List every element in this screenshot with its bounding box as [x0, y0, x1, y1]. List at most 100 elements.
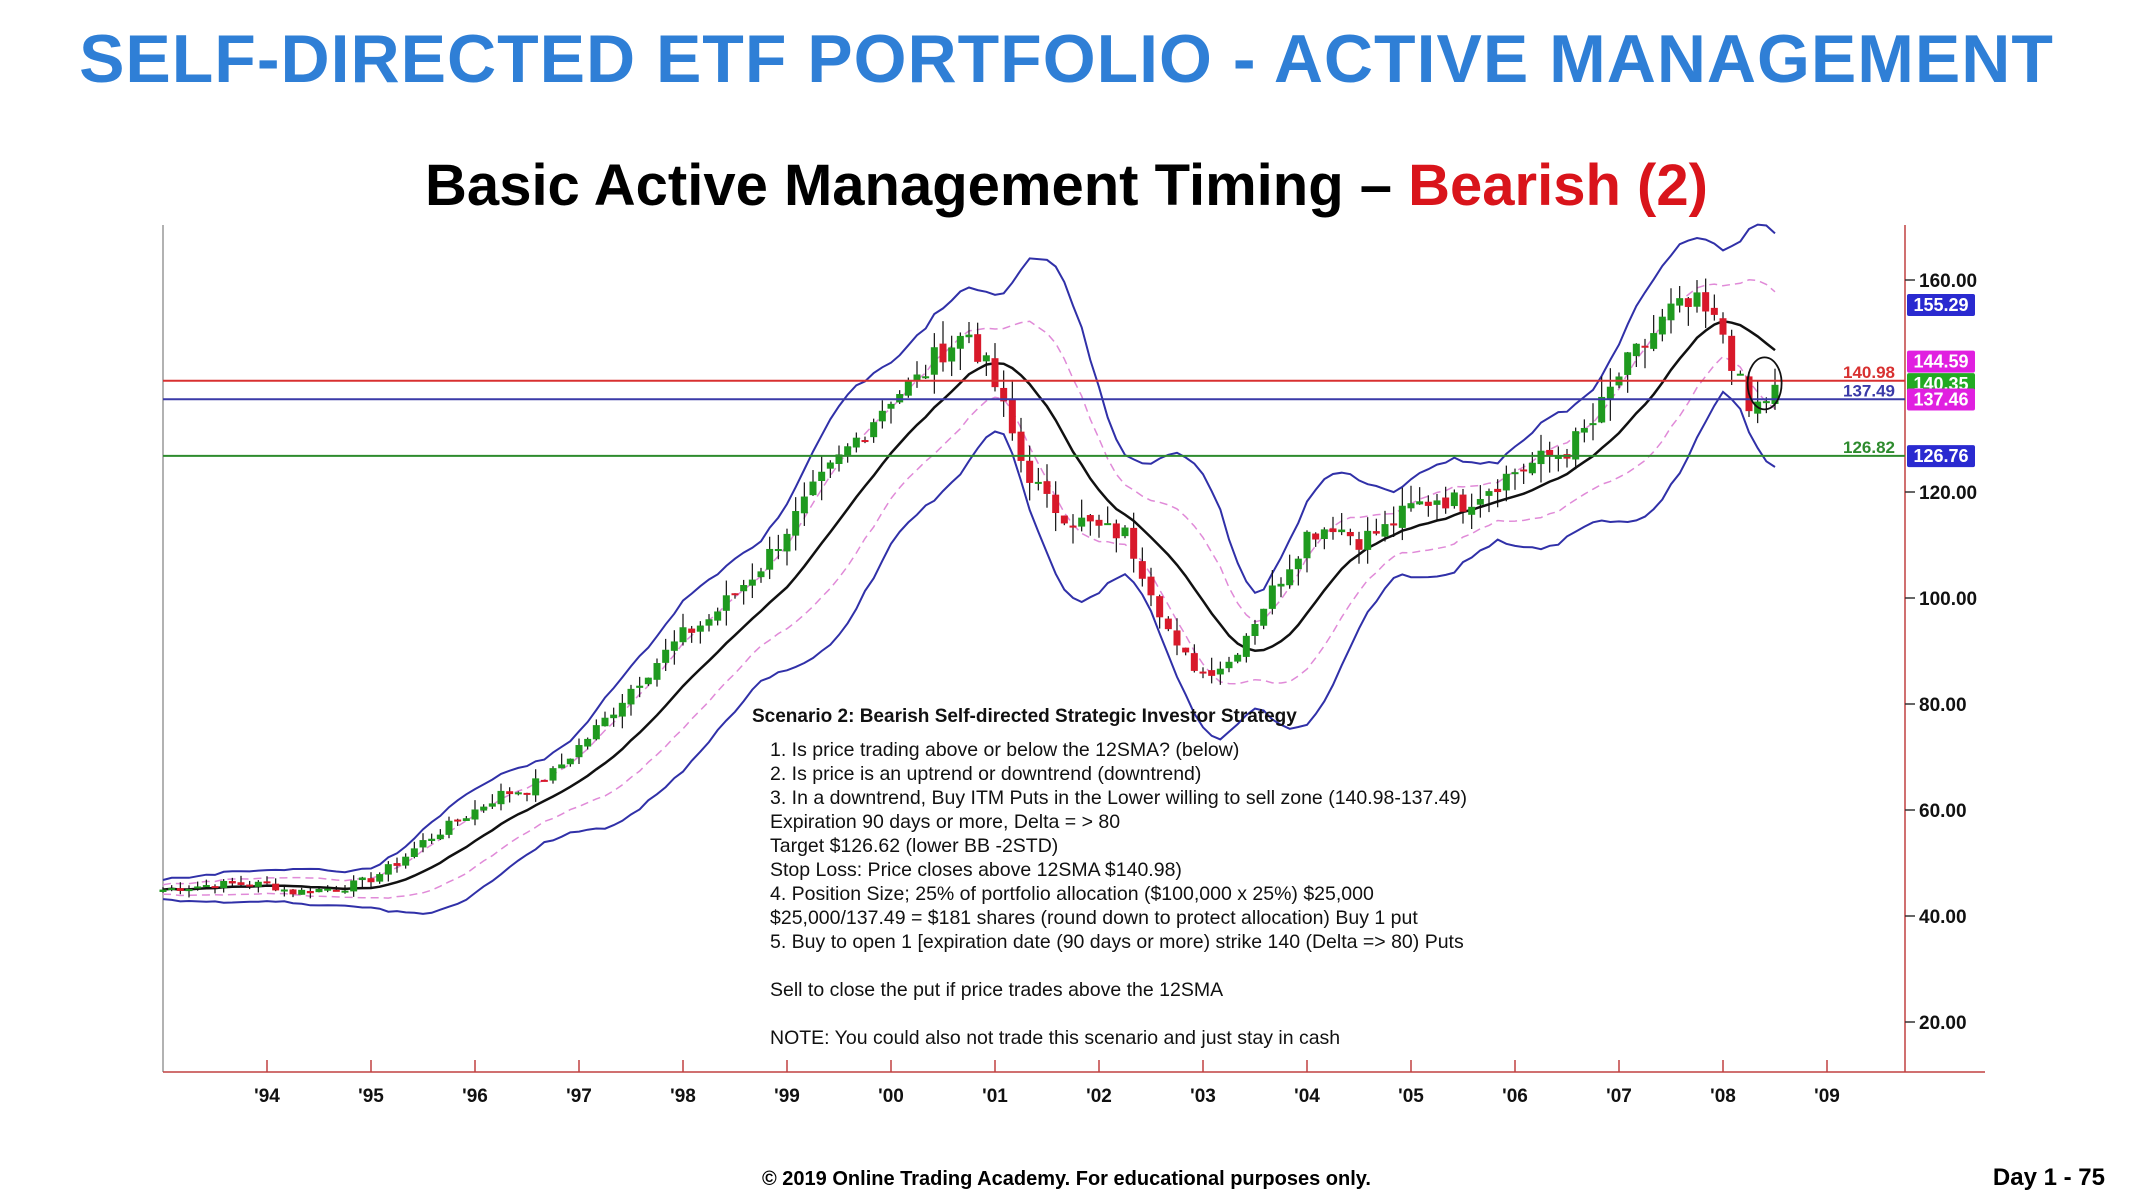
candle-body — [514, 792, 522, 795]
candle-body — [549, 768, 557, 781]
candle-body — [428, 838, 436, 842]
candle-body — [454, 819, 462, 822]
price-badge — [1907, 445, 1975, 468]
candle-body — [159, 889, 167, 892]
candle-body — [532, 778, 540, 796]
candle-body — [1676, 298, 1684, 306]
subtitle-main: Basic Active Management Timing — [425, 153, 1344, 218]
candle-body — [774, 549, 782, 552]
price-badge-label: 126.76 — [1913, 446, 1968, 466]
candle-body — [1459, 494, 1467, 512]
candle-body — [1208, 670, 1216, 676]
x-tick-label: '95 — [358, 1086, 384, 1107]
scenario-line: Stop Loss: Price closes above 12SMA $140… — [770, 859, 1182, 881]
candle-body — [289, 889, 297, 895]
candle-body — [575, 745, 583, 758]
candle-body — [1511, 472, 1519, 475]
candle-body — [202, 885, 210, 888]
x-tick-label: '97 — [566, 1086, 592, 1107]
candle-body — [488, 803, 496, 807]
candle-body — [220, 880, 228, 889]
candle-body — [757, 571, 765, 578]
y-tick-label: 80.00 — [1919, 695, 1967, 716]
candle-body — [1528, 462, 1536, 474]
candle-body — [722, 595, 730, 611]
candle-body — [887, 403, 895, 409]
candle-body — [185, 889, 193, 892]
candle-body — [558, 764, 566, 769]
subtitle-accent: Bearish (2) — [1408, 153, 1708, 218]
candle-body — [523, 792, 531, 795]
candle-body — [445, 820, 453, 835]
candle-body — [688, 628, 696, 633]
x-tick-label: '07 — [1606, 1086, 1632, 1107]
scenario-note: Scenario 2: Bearish Self-directed Strate… — [752, 706, 1572, 1050]
candle-body — [1286, 569, 1294, 586]
candle-body — [471, 809, 479, 820]
page-number: Day 1 - 75 — [1992, 1164, 2105, 1191]
candle-body — [341, 890, 349, 893]
candle-body — [168, 888, 176, 891]
x-tick-label: '96 — [462, 1086, 488, 1107]
candle-body — [1147, 576, 1155, 596]
candle-body — [904, 381, 912, 396]
annotation-circle — [1746, 356, 1783, 411]
candle-body — [1000, 387, 1008, 402]
candle-body — [1121, 527, 1129, 537]
x-tick-label: '94 — [254, 1086, 280, 1107]
candle-body — [367, 878, 375, 883]
price-badge — [1907, 293, 1975, 316]
candle-body — [1624, 352, 1632, 375]
candle-body — [1476, 498, 1484, 505]
candle-body — [861, 440, 869, 443]
candle-body — [350, 880, 358, 892]
candle-body — [922, 376, 930, 379]
candle-body — [653, 663, 661, 680]
y-tick-label: 160.00 — [1919, 271, 1977, 292]
candle-body — [662, 649, 670, 663]
candle-body — [1355, 539, 1363, 550]
candle-body — [1650, 333, 1658, 349]
candle-body — [1728, 335, 1736, 371]
candle-body — [419, 840, 427, 848]
candle-body — [852, 437, 860, 448]
candle-body — [393, 863, 401, 866]
candle-body — [818, 471, 826, 482]
candle-body — [480, 806, 488, 811]
candle-body — [306, 890, 314, 894]
candle-body — [1589, 423, 1597, 426]
candle-body — [1667, 303, 1675, 321]
candle-body — [1693, 292, 1701, 307]
candle-body — [1433, 500, 1441, 505]
y-tick-label: 40.00 — [1919, 907, 1967, 928]
candle-body — [358, 877, 366, 881]
x-tick-label: '98 — [670, 1086, 696, 1107]
candle-body — [1069, 525, 1077, 528]
candle-body — [211, 886, 219, 889]
candle-body — [584, 738, 592, 747]
candle-body — [696, 625, 704, 632]
candle-body — [1156, 596, 1164, 618]
candle-body — [1736, 373, 1744, 376]
candle-body — [636, 685, 644, 688]
candle-body — [315, 888, 323, 893]
x-tick-label: '04 — [1294, 1086, 1320, 1107]
x-tick-label: '99 — [774, 1086, 800, 1107]
candle-body — [1771, 384, 1779, 404]
level-label: 126.82 — [1843, 438, 1895, 457]
candle-body — [1312, 533, 1320, 540]
candle-body — [1095, 519, 1103, 526]
scenario-line: 3. In a downtrend, Buy ITM Puts in the L… — [770, 787, 1467, 809]
upper-bollinger-band — [162, 223, 1776, 881]
scenario-line: Target $126.62 (lower BB -2STD) — [770, 835, 1059, 857]
candle-body — [280, 889, 288, 892]
scenario-line: 4. Position Size; 25% of portfolio alloc… — [770, 883, 1374, 905]
candle-body — [1572, 431, 1580, 460]
x-tick-label: '03 — [1190, 1086, 1216, 1107]
scenario-line: 2. Is price is an uptrend or downtrend (… — [770, 763, 1202, 785]
candle-body — [1086, 515, 1094, 522]
candle-body — [1598, 396, 1606, 423]
candle-body — [731, 593, 739, 596]
candle-body — [272, 883, 280, 891]
